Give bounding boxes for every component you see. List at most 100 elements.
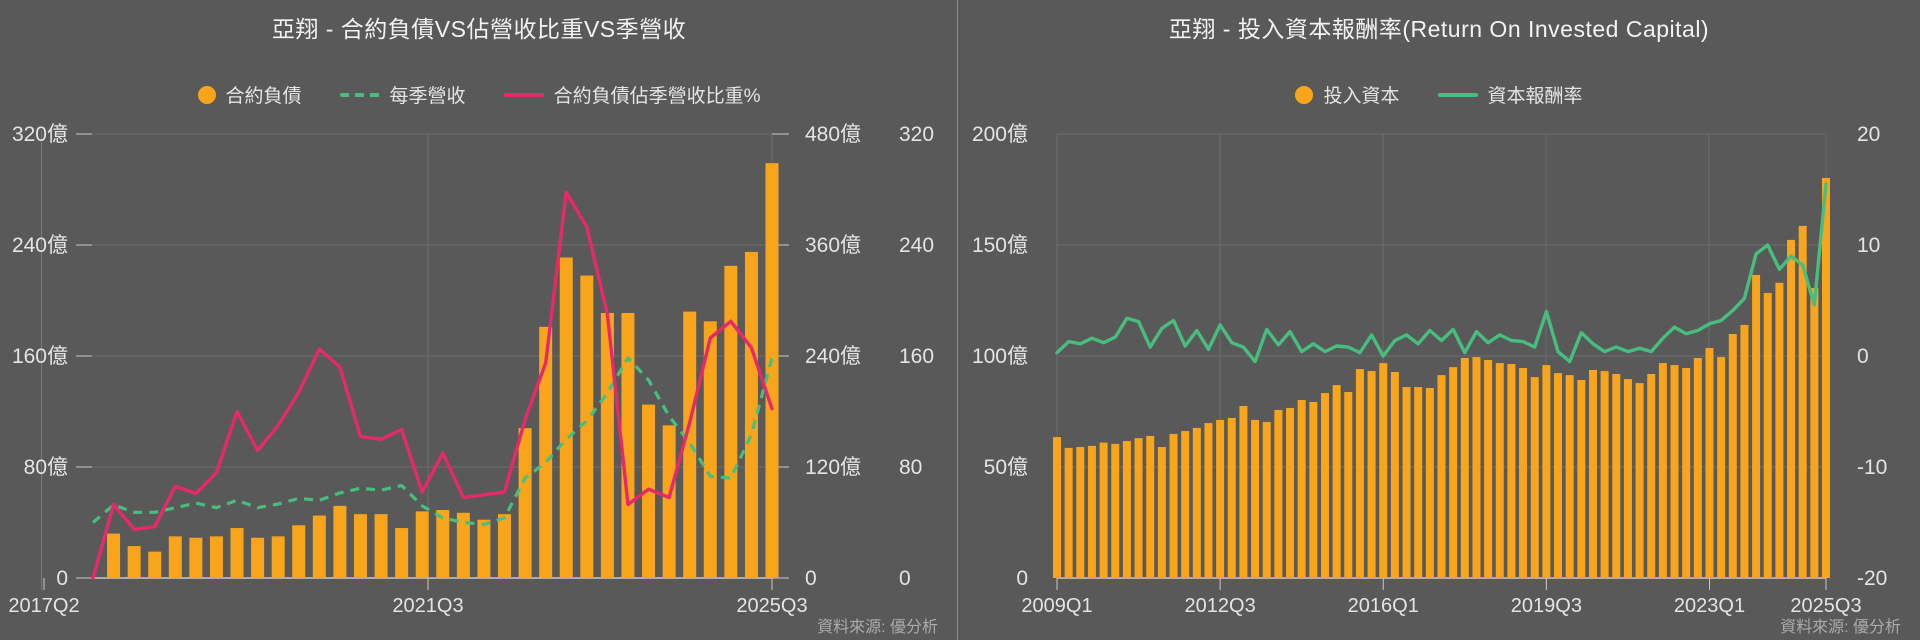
legend-item-invested-capital[interactable]: 投入資本: [1295, 81, 1400, 108]
bar[interactable]: [1519, 367, 1528, 578]
bar[interactable]: [1390, 371, 1399, 578]
bar[interactable]: [251, 537, 265, 578]
bar[interactable]: [1670, 365, 1679, 578]
legend-item-contract-liabilities[interactable]: 合約負債: [197, 81, 302, 108]
bar[interactable]: [1076, 447, 1085, 578]
bar[interactable]: [1682, 367, 1691, 578]
bar[interactable]: [1752, 274, 1761, 578]
bar[interactable]: [1122, 441, 1131, 578]
bar[interactable]: [1495, 363, 1504, 578]
bar[interactable]: [271, 536, 285, 578]
bar[interactable]: [1344, 391, 1353, 578]
bar[interactable]: [1437, 375, 1446, 578]
bar[interactable]: [1775, 282, 1784, 578]
bar[interactable]: [1087, 445, 1096, 578]
bar[interactable]: [518, 428, 532, 578]
bar[interactable]: [1169, 433, 1178, 578]
bar[interactable]: [1379, 363, 1388, 578]
bar[interactable]: [1600, 371, 1609, 578]
bar[interactable]: [1542, 365, 1551, 578]
bar[interactable]: [1705, 348, 1714, 578]
bar[interactable]: [600, 312, 614, 578]
bar[interactable]: [1216, 419, 1225, 578]
bar[interactable]: [1134, 438, 1143, 578]
bar[interactable]: [1635, 383, 1644, 578]
bar[interactable]: [209, 536, 223, 578]
bar[interactable]: [1798, 225, 1807, 578]
bar[interactable]: [230, 528, 244, 578]
bar[interactable]: [1053, 437, 1061, 578]
bar[interactable]: [148, 551, 162, 578]
bar[interactable]: [1157, 447, 1166, 578]
bar[interactable]: [1402, 387, 1411, 578]
bar[interactable]: [1588, 369, 1597, 578]
bar[interactable]: [1507, 363, 1516, 578]
bar[interactable]: [1612, 373, 1621, 578]
bar[interactable]: [1658, 363, 1667, 578]
legend-item-liability-revenue-ratio[interactable]: 合約負債佔季營收比重%: [503, 81, 760, 108]
bar[interactable]: [168, 536, 182, 578]
bar[interactable]: [292, 525, 306, 578]
bar[interactable]: [1414, 387, 1423, 578]
bar[interactable]: [395, 528, 409, 578]
bar[interactable]: [1367, 371, 1376, 578]
bar[interactable]: [1787, 239, 1796, 579]
bar[interactable]: [1810, 288, 1819, 578]
bar[interactable]: [662, 425, 676, 578]
bar[interactable]: [1460, 357, 1469, 578]
bar[interactable]: [683, 311, 697, 578]
bar[interactable]: [1822, 177, 1830, 578]
bar[interactable]: [559, 257, 573, 578]
bar[interactable]: [1728, 334, 1737, 578]
bar[interactable]: [1717, 357, 1726, 578]
bar[interactable]: [1647, 373, 1656, 578]
bar[interactable]: [580, 275, 594, 578]
bar[interactable]: [353, 514, 367, 578]
bar[interactable]: [1274, 409, 1283, 578]
合約負債佔季營收比重%-line[interactable]: [91, 190, 774, 580]
bar[interactable]: [127, 546, 141, 578]
bar[interactable]: [1355, 369, 1364, 578]
bar[interactable]: [1693, 357, 1702, 578]
bar[interactable]: [1472, 357, 1481, 578]
bar[interactable]: [1309, 401, 1318, 578]
legend-item-quarterly-revenue[interactable]: 每季營收: [339, 81, 466, 108]
legend-item-roic[interactable]: 資本報酬率: [1437, 81, 1583, 108]
bar[interactable]: [744, 251, 758, 578]
bar[interactable]: [1297, 399, 1306, 578]
bar[interactable]: [1530, 377, 1539, 578]
bar[interactable]: [1484, 359, 1493, 578]
bar[interactable]: [477, 519, 491, 578]
bar[interactable]: [1227, 417, 1236, 578]
bar[interactable]: [1239, 405, 1248, 578]
bar[interactable]: [1332, 385, 1341, 578]
bar[interactable]: [621, 312, 635, 578]
bar[interactable]: [1251, 419, 1260, 578]
bar[interactable]: [1192, 427, 1201, 578]
每季營收-line[interactable]: [91, 356, 774, 527]
bar[interactable]: [1554, 373, 1563, 578]
bar[interactable]: [498, 514, 512, 578]
bar[interactable]: [374, 514, 388, 578]
bar[interactable]: [1449, 367, 1458, 578]
bar[interactable]: [1064, 447, 1073, 578]
bar[interactable]: [765, 163, 779, 578]
bar[interactable]: [1146, 435, 1155, 578]
bar[interactable]: [1204, 423, 1213, 578]
bar[interactable]: [456, 512, 470, 578]
bar[interactable]: [1320, 393, 1329, 578]
bar[interactable]: [1262, 421, 1271, 578]
bar[interactable]: [107, 533, 121, 578]
bar[interactable]: [539, 326, 553, 578]
bar[interactable]: [1111, 443, 1120, 578]
bar[interactable]: [436, 510, 450, 578]
bar[interactable]: [189, 537, 203, 578]
bar[interactable]: [1740, 324, 1749, 578]
bar[interactable]: [1565, 375, 1574, 578]
bar[interactable]: [1099, 442, 1108, 578]
bar[interactable]: [724, 265, 738, 578]
bar[interactable]: [1286, 407, 1295, 578]
bar[interactable]: [1425, 387, 1434, 578]
bar[interactable]: [703, 321, 717, 578]
bar[interactable]: [312, 515, 326, 578]
